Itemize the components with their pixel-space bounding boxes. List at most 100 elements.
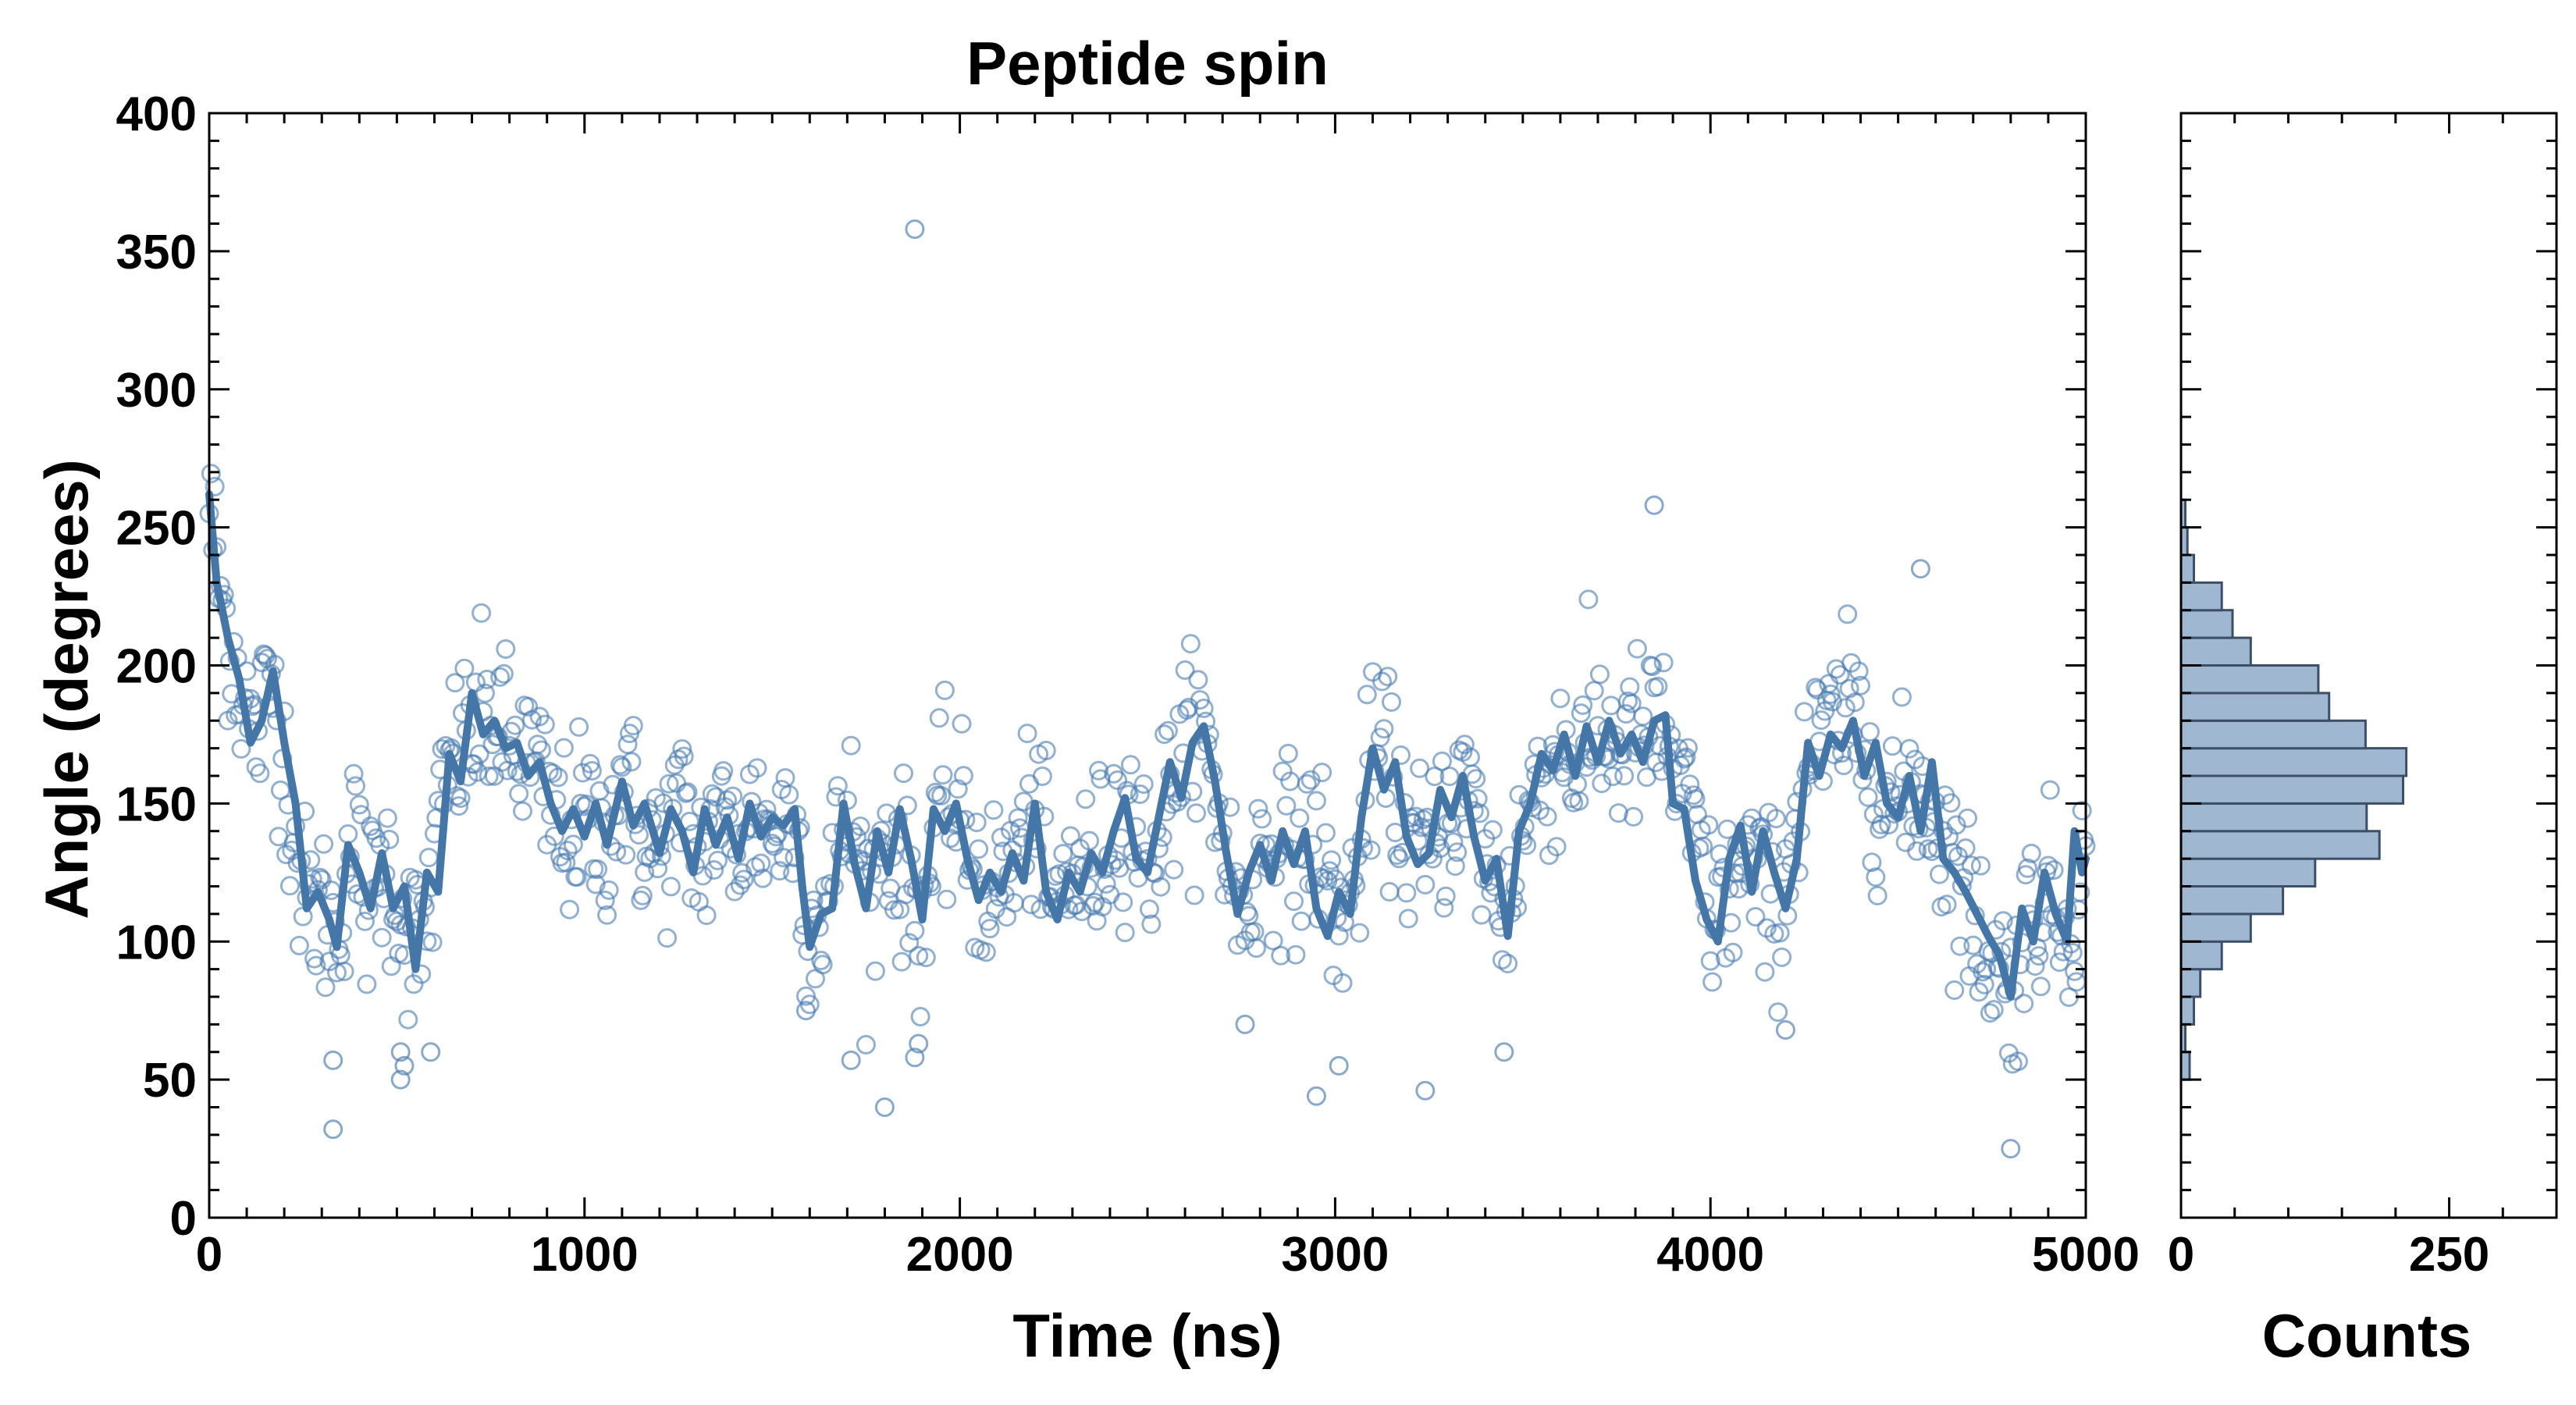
data-point bbox=[1276, 795, 1297, 816]
data-point bbox=[418, 848, 439, 868]
data-point bbox=[567, 867, 587, 887]
data-point bbox=[2008, 1051, 2028, 1072]
data-point bbox=[398, 1009, 418, 1030]
data-point bbox=[310, 867, 330, 887]
histogram-bar bbox=[2179, 553, 2195, 584]
histogram-bar bbox=[2179, 747, 2408, 777]
data-point bbox=[231, 738, 251, 759]
data-point bbox=[1021, 895, 1041, 915]
histogram-x-tick-label: 250 bbox=[2409, 1228, 2489, 1282]
x-tick-label: 0 bbox=[196, 1228, 222, 1282]
data-point bbox=[717, 790, 737, 810]
data-point bbox=[1848, 661, 1869, 681]
data-point bbox=[343, 763, 364, 784]
data-point bbox=[1768, 1002, 1788, 1023]
data-point bbox=[1278, 743, 1298, 763]
histogram-bar bbox=[2179, 581, 2223, 612]
data-point bbox=[1425, 767, 1445, 787]
y-tick-label: 50 bbox=[143, 1054, 197, 1108]
data-point bbox=[1372, 671, 1392, 692]
data-point bbox=[544, 826, 564, 846]
x-tick-label: 4000 bbox=[1656, 1228, 1764, 1282]
data-point bbox=[306, 955, 326, 976]
data-point bbox=[1614, 766, 1635, 786]
data-point bbox=[969, 839, 989, 859]
data-point bbox=[931, 785, 952, 806]
y-tick-label: 250 bbox=[116, 502, 197, 556]
data-point bbox=[976, 942, 996, 962]
data-point bbox=[1882, 736, 1902, 756]
data-point bbox=[1080, 831, 1099, 851]
data-point bbox=[1017, 724, 1037, 744]
data-point bbox=[432, 739, 452, 759]
data-point bbox=[1133, 774, 1154, 794]
data-point bbox=[899, 933, 920, 953]
data-point bbox=[1653, 653, 1674, 673]
data-point bbox=[1036, 741, 1056, 760]
data-point bbox=[1918, 839, 1938, 859]
data-point bbox=[1820, 684, 1841, 704]
histogram-x-axis-label: Counts bbox=[2262, 1301, 2472, 1370]
data-point bbox=[477, 670, 497, 689]
data-point bbox=[826, 787, 846, 807]
data-point bbox=[595, 891, 615, 910]
data-point bbox=[984, 800, 1004, 820]
data-point bbox=[1436, 886, 1456, 906]
data-point bbox=[528, 735, 548, 755]
data-point bbox=[1950, 936, 1970, 956]
running-average-line bbox=[205, 490, 2090, 1001]
histogram-axes: 0 250 bbox=[2168, 112, 2558, 1282]
data-point bbox=[2062, 943, 2083, 962]
data-point bbox=[2030, 976, 2051, 997]
data-point bbox=[753, 868, 773, 888]
data-point bbox=[632, 885, 653, 905]
data-point bbox=[616, 845, 636, 865]
data-point bbox=[659, 774, 679, 794]
data-point bbox=[1674, 749, 1694, 769]
data-point bbox=[623, 716, 643, 736]
data-point bbox=[1498, 954, 1518, 973]
data-point bbox=[1703, 972, 1723, 992]
data-point bbox=[948, 779, 968, 799]
data-point bbox=[553, 738, 574, 758]
data-point bbox=[937, 889, 957, 909]
data-point bbox=[678, 782, 698, 802]
data-point bbox=[1834, 756, 1854, 776]
data-point bbox=[1644, 495, 1664, 515]
data-point bbox=[1941, 793, 1961, 813]
data-point bbox=[1770, 923, 1790, 943]
data-point bbox=[1194, 699, 1214, 718]
data-point bbox=[535, 714, 555, 735]
histogram-x-tick-label: 0 bbox=[2168, 1228, 2194, 1282]
data-point bbox=[1494, 1042, 1514, 1062]
data-point bbox=[1685, 789, 1706, 809]
data-point bbox=[1633, 706, 1653, 727]
data-point bbox=[323, 1050, 343, 1070]
y-axis-label: Angle (degrees) bbox=[32, 459, 101, 919]
data-point bbox=[1492, 950, 1512, 970]
data-point bbox=[713, 761, 734, 781]
histogram-bar bbox=[2179, 912, 2252, 943]
data-point bbox=[493, 663, 514, 684]
histogram-bars bbox=[2179, 498, 2408, 1081]
histogram-bar bbox=[2179, 774, 2404, 805]
data-point bbox=[766, 827, 786, 847]
data-point bbox=[909, 946, 929, 966]
data-point bbox=[1379, 882, 1400, 902]
data-point bbox=[1573, 695, 1593, 715]
data-point bbox=[471, 603, 492, 623]
data-point bbox=[1693, 836, 1713, 856]
data-point bbox=[1627, 638, 1647, 659]
data-point bbox=[1811, 710, 1831, 731]
data-point bbox=[346, 776, 365, 796]
data-point bbox=[1312, 763, 1332, 783]
data-point bbox=[557, 841, 578, 861]
data-point bbox=[357, 974, 377, 994]
data-point bbox=[1699, 815, 1719, 835]
data-point bbox=[1537, 806, 1557, 827]
data-point bbox=[1766, 809, 1786, 829]
data-point bbox=[351, 805, 372, 825]
data-point bbox=[1860, 722, 1880, 742]
data-point bbox=[966, 813, 987, 833]
data-point bbox=[518, 697, 539, 717]
